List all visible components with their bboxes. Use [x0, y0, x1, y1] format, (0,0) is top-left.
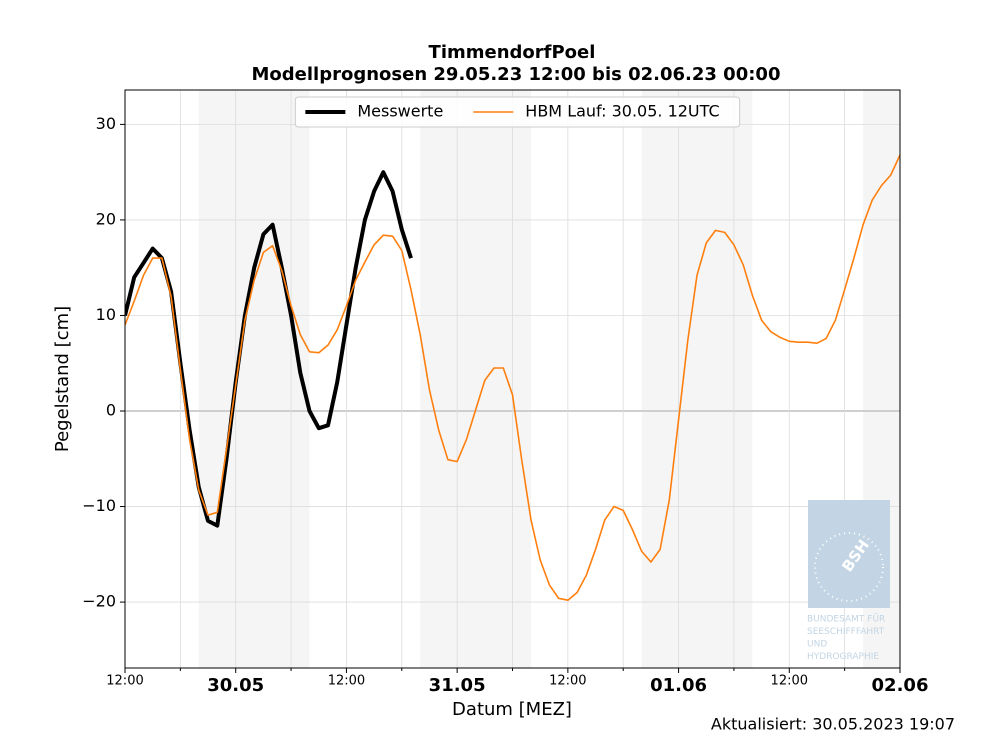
logo-ring [814, 532, 884, 602]
y-tick-label: −20 [82, 592, 116, 611]
y-tick-label: 0 [106, 401, 116, 420]
legend-label: HBM Lauf: 30.05. 12UTC [525, 102, 719, 121]
x-tick-label: 12:00 [106, 674, 143, 689]
logo-text: BUNDESAMT FÜR [807, 614, 885, 625]
night-band [420, 90, 531, 668]
y-tick-label: 20 [96, 209, 116, 228]
chart-title: TimmendorfPoel [429, 42, 596, 63]
x-axis-label: Datum [MEZ] [452, 699, 572, 720]
x-tick-label: 12:00 [549, 674, 586, 689]
series-line [125, 154, 900, 601]
x-tick-label: 12:00 [328, 674, 365, 689]
x-tick-label: 02.06 [872, 675, 929, 696]
y-tick-label: 10 [96, 305, 116, 324]
x-tick-label: 12:00 [771, 674, 808, 689]
legend-box [294, 96, 741, 128]
logo: BSH BUNDESAMT FÜRSEESCHIFFFAHRTUNDHYDROG… [807, 500, 890, 662]
footer: Aktualisiert: 30.05.2023 19:07 [711, 715, 955, 734]
x-tick-label: 01.06 [650, 675, 707, 696]
x-tick-label: 30.05 [207, 675, 264, 696]
night-band [198, 90, 310, 668]
night-band [641, 90, 753, 668]
y-tick-label: 30 [96, 114, 116, 133]
logo-text: HYDROGRAPHIE [807, 652, 879, 662]
legend-label: Messwerte [357, 102, 443, 121]
y-axis-label: Pegelstand [cm] [52, 306, 73, 452]
y-tick-label: −10 [82, 496, 116, 515]
x-tick-label: 31.05 [429, 675, 486, 696]
chart-subtitle: Modellprognosen 29.05.23 12:00 bis 02.06… [252, 64, 781, 85]
logo-text: UND [807, 640, 827, 650]
logo-text: SEESCHIFFFAHRT [807, 627, 885, 637]
logo-box [808, 500, 890, 608]
